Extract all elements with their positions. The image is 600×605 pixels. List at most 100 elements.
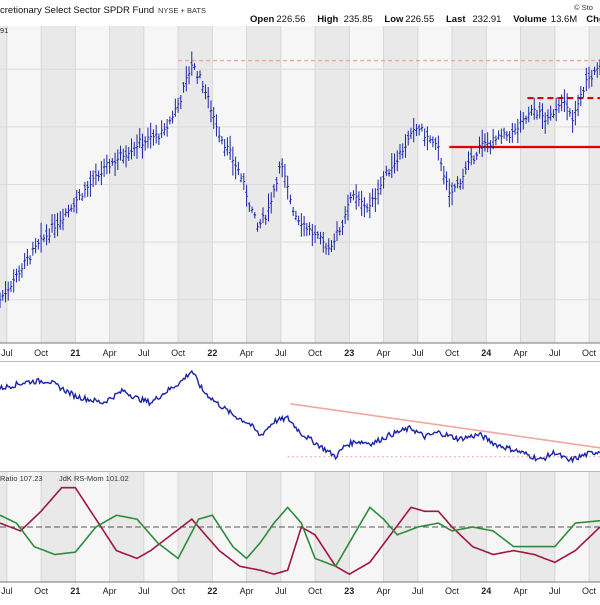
ohlc-bar [242,172,246,190]
ohlc-bar [585,67,588,92]
time-axis-label: 21 [70,348,80,358]
ohlc-bar [486,132,489,153]
ohlc-label-open: Open [250,14,274,25]
ohlc-bar [431,136,435,148]
ohlc-bar [34,238,37,254]
ohlc-bar [579,86,583,107]
time-axis-label: Oct [582,348,597,358]
ohlc-bar [343,206,347,224]
ohlc-bar [182,82,185,93]
ohlc-bar [330,240,333,252]
ohlc-bar [15,268,18,283]
ohlc-bar [456,176,459,189]
ohlc-bar [406,130,410,146]
ohlc-bar [409,127,413,139]
ohlc-bar [269,192,273,214]
ohlc-bar [332,233,336,251]
ohlc-bar [464,161,468,175]
ohlc-bar [360,190,363,216]
ohlc-bar [100,161,103,186]
ohlc-bar [121,148,125,164]
ohlc-bar [89,170,92,197]
ohlc-bar [398,144,402,160]
ohlc-bar [494,135,498,146]
ohlc-bar [256,222,259,232]
ohlc-bar [346,194,350,221]
ohlc-bar [453,183,457,192]
rs-momentum-line [0,506,600,568]
ohlc-bar [130,138,133,160]
rs-background [0,362,600,472]
exchange-label: NYSE + BATS [158,6,206,15]
relative-strength-line [0,369,600,464]
ohlc-bar [371,188,374,208]
ohlc-bar [26,249,29,266]
ohlc-bar [143,136,147,151]
ohlc-bar [237,161,240,176]
time-axis-label: Jul [275,586,287,596]
ohlc-bar [467,151,470,171]
ohlc-bar [272,184,276,198]
time-axis-label: Jul [1,348,13,358]
ohlc-bar [565,93,569,121]
ohlc-bar [382,171,385,189]
time-axis-price: Jul Oct 21 Apr Jul Oct 22 Apr Jul Oct 23 Apr Jul Oct 2… [1,348,596,358]
ohlc-bar [297,215,300,226]
ohlc-label-high: High [317,14,338,25]
ohlc-value-open: 226.56 [276,14,305,25]
ohlc-bar [546,109,550,125]
ohlc-bar [316,231,320,239]
ohlc-bar [376,179,380,205]
ohlc-bar [176,97,180,113]
ohlc-bar [261,207,265,224]
ohlc-bar [480,129,484,157]
ohlc-bar [324,242,328,255]
time-axis-label: Oct [34,348,49,358]
ohlc-bar [511,122,514,143]
time-axis-label: 23 [344,586,354,596]
ohlc-bar [335,221,339,242]
ohlc-bar [357,191,361,207]
ohlc-bar [385,165,388,177]
ohlc-bar [171,110,174,124]
ohlc-bar [302,216,306,237]
ohlc-bar [390,153,394,178]
time-axis-label: Jul [138,348,150,358]
ohlc-bar [206,87,210,109]
ohlc-bar [554,97,558,122]
ohlc-bar [568,108,572,117]
ohlc-bar [338,227,342,236]
time-axis-label: Apr [514,348,528,358]
ohlc-bar [154,124,158,144]
ohlc-bar [387,168,391,177]
ohlc-bar [412,117,415,143]
ohlc-bar [308,222,311,236]
ohlc-bar [535,109,539,120]
ohlc-label-chg: Chg [586,14,600,25]
ohlc-bar [450,182,454,206]
ohlc-bar [294,210,298,221]
rrg-legend: Ratio 107.23 JdK RS-Mom 101.02 [0,474,129,483]
ohlc-bar [519,110,522,133]
ohlc-bar [442,165,446,185]
ohlc-bar [201,81,205,94]
downtrend-line [290,403,600,449]
ohlc-bar [28,255,32,265]
ohlc-bar [469,146,473,166]
time-axis-label: Jul [1,586,13,596]
ohlc-bar [215,114,218,137]
time-axis-label: Oct [308,586,323,596]
ohlc-bar [174,98,177,117]
ohlc-bar [209,100,213,123]
ohlc-label-low: Low [384,14,404,25]
ohlc-bar [530,104,533,116]
header: cretionary Select Sector SPDR Fund NYSE … [0,3,600,25]
ohlc-bar [132,141,136,157]
ohlc-bar [157,133,161,146]
ohlc-label-last: Last [446,14,466,25]
price-top-value: 91 [0,26,8,35]
ohlc-value-last: 232.91 [472,14,501,25]
time-axis-label: Apr [240,348,254,358]
